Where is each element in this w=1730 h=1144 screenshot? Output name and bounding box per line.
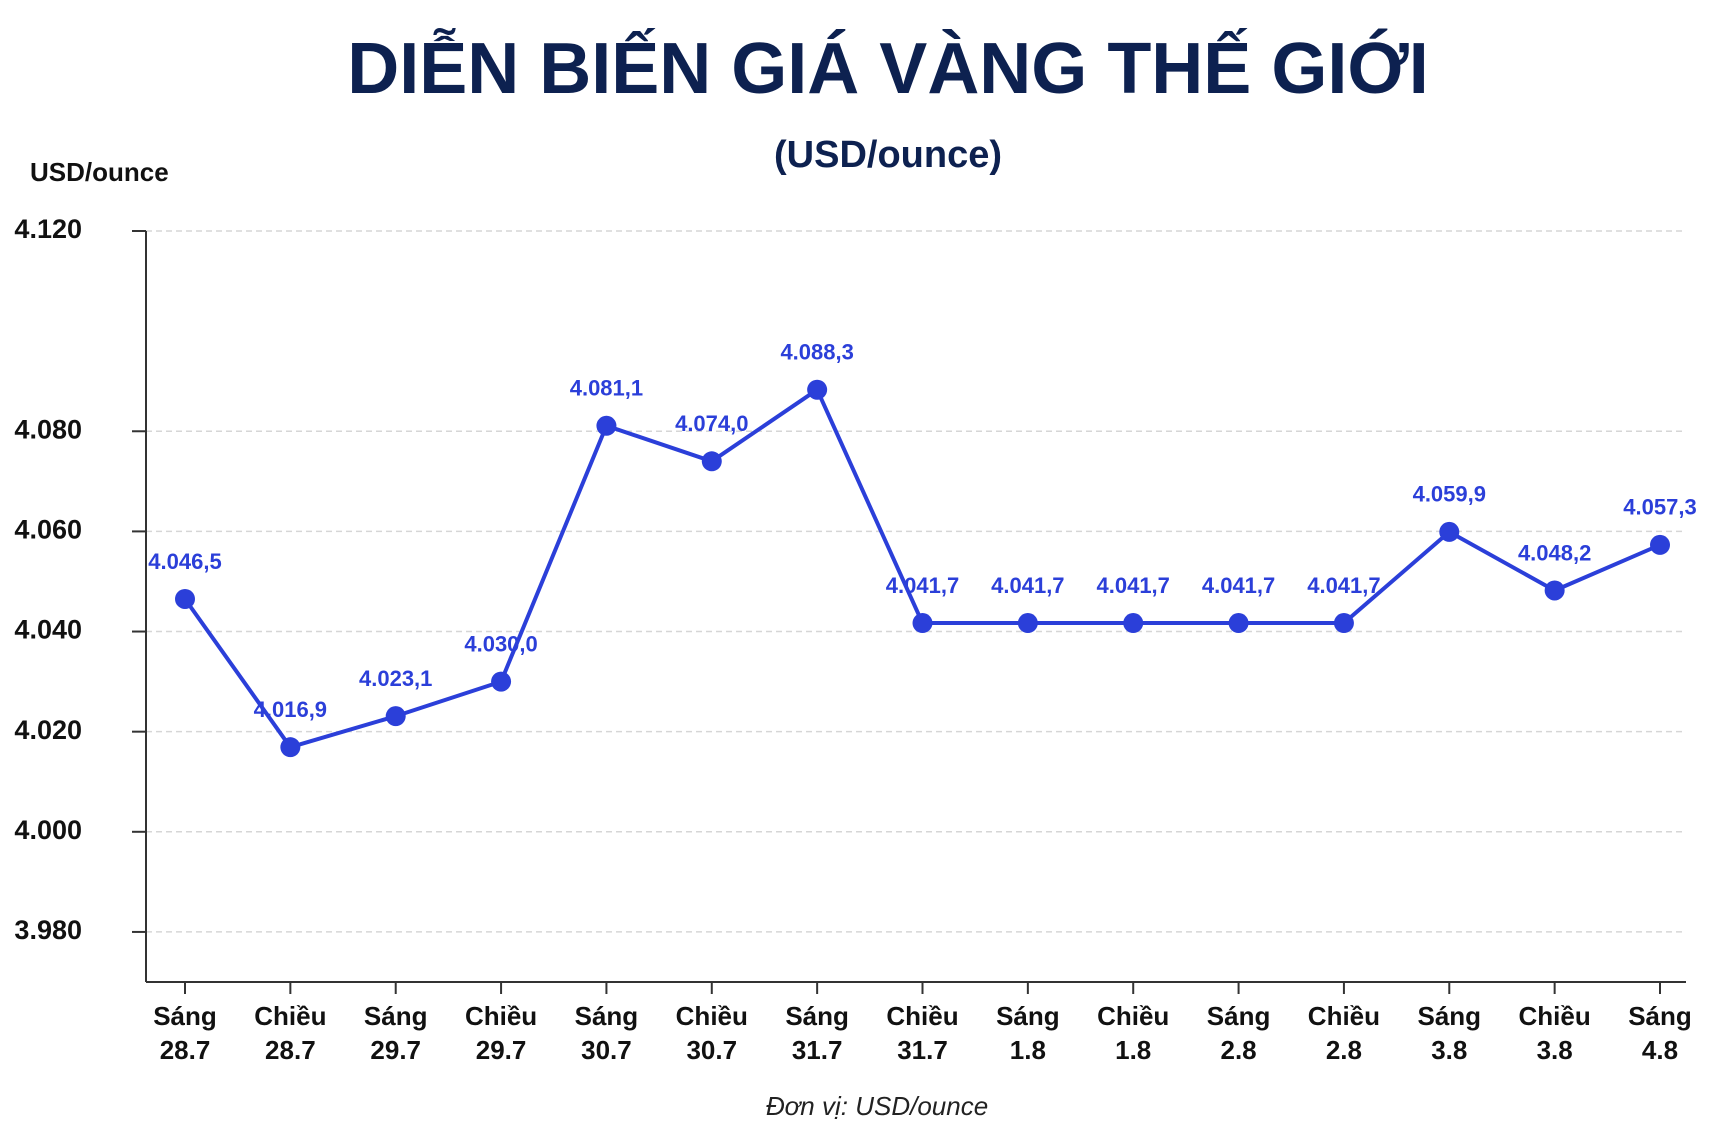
y-tick-label: 4.060 bbox=[14, 515, 82, 545]
x-tick-label: Sáng bbox=[785, 1001, 849, 1031]
x-tick-label: 1.8 bbox=[1115, 1035, 1151, 1065]
x-tick-label: 28.7 bbox=[265, 1035, 316, 1065]
data-point bbox=[175, 588, 195, 609]
x-tick-label: 1.8 bbox=[1010, 1035, 1046, 1065]
x-tick-label: 29.7 bbox=[370, 1035, 421, 1065]
data-label: 4.023,1 bbox=[359, 666, 432, 691]
y-tick-label: 3.980 bbox=[14, 915, 82, 945]
data-point bbox=[1650, 534, 1670, 555]
chart-subtitle: (USD/ounce) bbox=[774, 134, 1002, 176]
data-label: 4.041,7 bbox=[1202, 573, 1275, 598]
x-tick-label: Sáng bbox=[1207, 1001, 1271, 1031]
x-tick-label: 31.7 bbox=[792, 1035, 843, 1065]
data-point bbox=[491, 671, 512, 692]
x-tick-label: 3.8 bbox=[1537, 1035, 1573, 1065]
data-label: 4.016,9 bbox=[254, 697, 327, 722]
y-tick-label: 4.080 bbox=[14, 414, 82, 444]
y-tick-label: 4.040 bbox=[14, 615, 82, 645]
data-point bbox=[1017, 613, 1038, 634]
chart-title: DIỄN BIẾN GIÁ VÀNG THẾ GIỚI bbox=[347, 28, 1429, 109]
x-tick-label: Chiều bbox=[1308, 1001, 1380, 1031]
x-tick-label: Sáng bbox=[575, 1001, 639, 1031]
y-tick-label: 4.120 bbox=[14, 214, 82, 244]
x-tick-label: 3.8 bbox=[1431, 1035, 1467, 1065]
y-tick-label: 4.000 bbox=[14, 815, 82, 845]
data-label: 4.081,1 bbox=[570, 376, 643, 401]
data-point bbox=[912, 613, 933, 634]
x-tick-label: 29.7 bbox=[476, 1035, 527, 1065]
x-tick-label: 31.7 bbox=[897, 1035, 948, 1065]
x-tick-label: Sáng bbox=[364, 1001, 428, 1031]
data-label: 4.048,2 bbox=[1518, 540, 1591, 565]
data-point bbox=[1439, 521, 1460, 542]
x-tick-label: 2.8 bbox=[1220, 1035, 1256, 1065]
data-point bbox=[807, 379, 828, 400]
x-tick-label: 2.8 bbox=[1326, 1035, 1362, 1065]
x-tick-label: Chiều bbox=[254, 1001, 326, 1031]
data-label: 4.041,7 bbox=[1097, 573, 1170, 598]
data-point bbox=[1333, 613, 1354, 634]
data-point bbox=[1544, 580, 1565, 601]
data-point bbox=[1123, 613, 1144, 634]
x-tick-label: 4.8 bbox=[1642, 1035, 1678, 1065]
x-tick-label: Sáng bbox=[153, 1001, 217, 1031]
footnote: Đơn vị: USD/ounce bbox=[766, 1091, 988, 1121]
x-tick-label: Chiều bbox=[1519, 1001, 1591, 1031]
data-label: 4.059,9 bbox=[1413, 482, 1486, 507]
data-point bbox=[701, 451, 722, 472]
data-label: 4.088,3 bbox=[780, 340, 853, 365]
data-label: 4.057,3 bbox=[1623, 495, 1696, 520]
y-axis-label: USD/ounce bbox=[30, 157, 169, 187]
x-tick-label: Sáng bbox=[1417, 1001, 1481, 1031]
data-point bbox=[1228, 613, 1249, 634]
x-tick-label: Sáng bbox=[996, 1001, 1060, 1031]
data-label: 4.074,0 bbox=[675, 411, 748, 436]
line bbox=[183, 387, 1661, 750]
data-point bbox=[280, 737, 301, 758]
data-point bbox=[596, 415, 617, 436]
x-tick-label: Chiều bbox=[886, 1001, 958, 1031]
x-tick-label: 30.7 bbox=[686, 1035, 737, 1065]
data-label: 4.030,0 bbox=[464, 631, 537, 656]
x-tick-label: Chiều bbox=[676, 1001, 748, 1031]
x-tick-label: Chiều bbox=[465, 1001, 537, 1031]
y-tick-label: 4.020 bbox=[14, 715, 82, 745]
x-tick-label: Sáng bbox=[1628, 1001, 1692, 1031]
data-label: 4.041,7 bbox=[991, 573, 1064, 598]
data-label: 4.041,7 bbox=[886, 573, 959, 598]
x-tick-label: 28.7 bbox=[160, 1035, 211, 1065]
x-tick-label: 30.7 bbox=[581, 1035, 632, 1065]
data-label: 4.046,5 bbox=[148, 549, 221, 574]
data-label: 4.041,7 bbox=[1307, 573, 1380, 598]
x-tick-label: Chiều bbox=[1097, 1001, 1169, 1031]
data-point bbox=[385, 706, 406, 727]
